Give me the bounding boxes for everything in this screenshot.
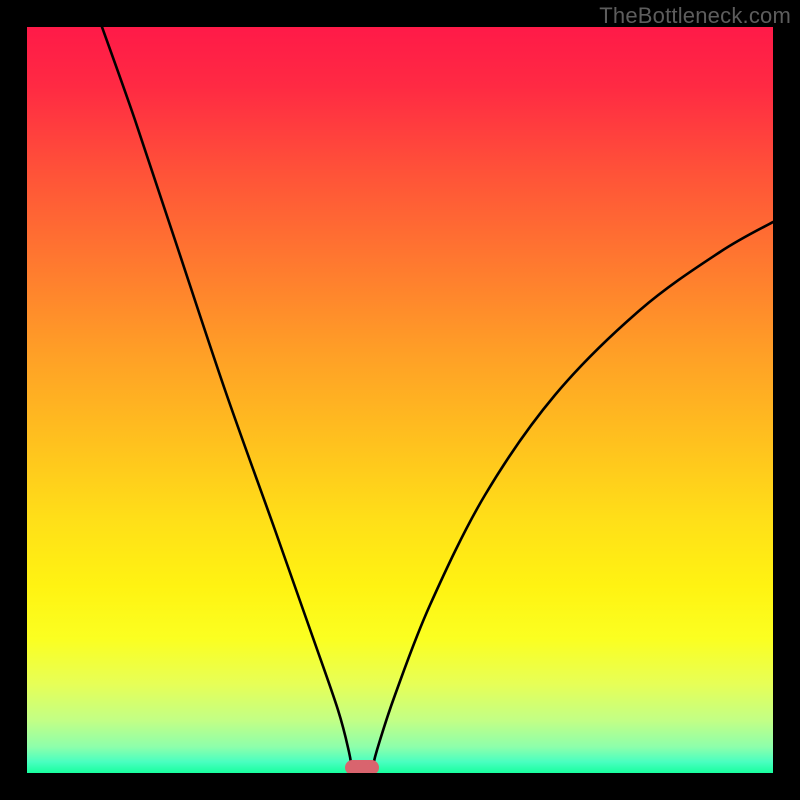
chart-frame	[0, 0, 800, 800]
watermark-text: TheBottleneck.com	[599, 3, 791, 29]
